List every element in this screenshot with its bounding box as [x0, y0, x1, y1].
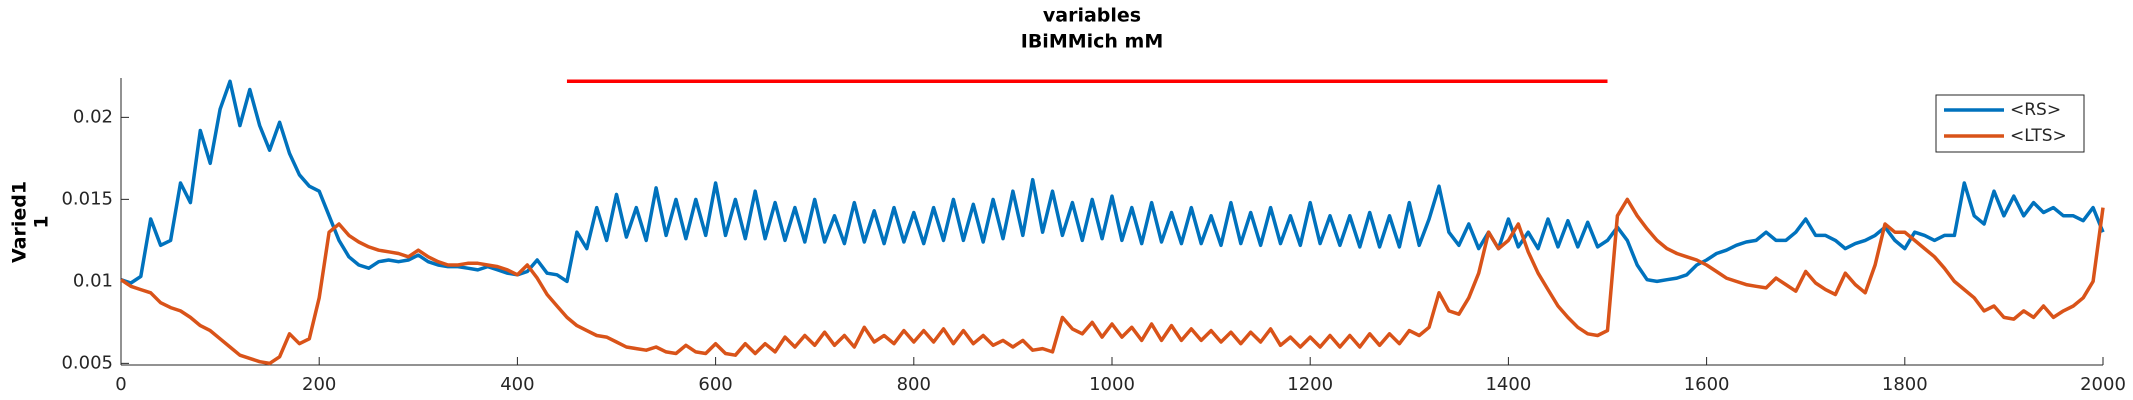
chart-title: variables — [1043, 5, 1141, 27]
x-tick-label: 1200 — [1287, 374, 1333, 395]
y-label-line: 1 — [31, 215, 53, 228]
x-tick-label: 2000 — [2080, 374, 2126, 395]
y-tick-label: 0.015 — [61, 188, 113, 209]
x-tick-label: 1000 — [1089, 374, 1135, 395]
x-tick-label: 0 — [115, 374, 126, 395]
x-tick-label: 1600 — [1684, 374, 1730, 395]
y-tick-label: 0.005 — [61, 352, 113, 373]
x-tick-label: 1400 — [1485, 374, 1531, 395]
series-line — [120, 197, 2105, 366]
y-label-line: Varied1 — [9, 181, 31, 263]
x-tick-label: 400 — [500, 374, 534, 395]
y-tick-label: 0.01 — [73, 270, 113, 291]
y-tick-label: 0.02 — [73, 106, 113, 127]
legend-label: <RS> — [2010, 100, 2061, 120]
legend-label: <LTS> — [2010, 126, 2067, 146]
y-label: Varied1 1 — [9, 181, 53, 263]
chart-title: IBiMMich mM — [1021, 31, 1164, 53]
x-tick-label: 600 — [698, 374, 732, 395]
x-tick-label: 1800 — [1882, 374, 1928, 395]
x-tick-label: 800 — [897, 374, 931, 395]
x-tick-label: 200 — [302, 374, 336, 395]
series-line — [120, 79, 2105, 285]
legend-box — [1935, 94, 2085, 153]
